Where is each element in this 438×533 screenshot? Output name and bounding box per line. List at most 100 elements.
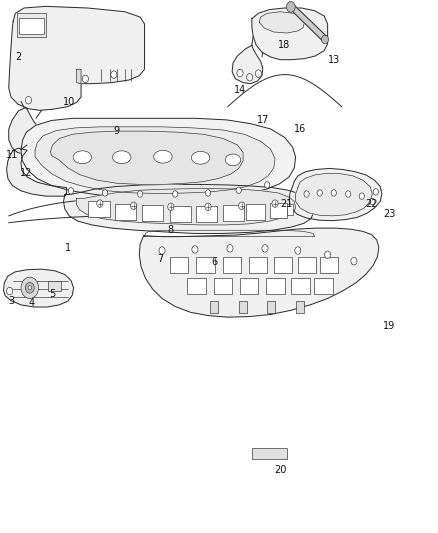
Text: 21: 21	[281, 199, 293, 208]
Polygon shape	[289, 168, 382, 221]
Circle shape	[21, 277, 39, 298]
Circle shape	[373, 189, 378, 195]
Circle shape	[227, 245, 233, 252]
Ellipse shape	[113, 151, 131, 164]
Polygon shape	[4, 269, 74, 307]
Bar	[88, 201, 110, 217]
Circle shape	[325, 251, 331, 259]
Bar	[287, 204, 293, 215]
Bar	[223, 257, 241, 273]
Bar	[267, 301, 275, 313]
Bar	[210, 301, 218, 313]
Circle shape	[173, 191, 178, 197]
Circle shape	[192, 246, 198, 253]
Polygon shape	[252, 8, 328, 60]
Bar	[170, 257, 188, 273]
Circle shape	[351, 257, 357, 265]
Polygon shape	[259, 12, 304, 33]
Text: 1: 1	[65, 243, 71, 253]
Bar	[19, 18, 44, 34]
Polygon shape	[9, 108, 39, 155]
Circle shape	[25, 96, 32, 104]
Text: 2: 2	[15, 52, 21, 62]
Circle shape	[25, 282, 34, 293]
Bar	[187, 278, 206, 294]
Bar	[291, 278, 310, 294]
Bar	[249, 257, 267, 273]
Text: 6: 6	[212, 257, 218, 267]
Polygon shape	[232, 45, 263, 84]
Text: 9: 9	[113, 126, 119, 135]
Bar	[196, 257, 215, 273]
Text: 4: 4	[28, 298, 35, 308]
Bar	[274, 257, 292, 273]
Circle shape	[262, 245, 268, 252]
Bar	[314, 278, 333, 294]
Bar	[270, 203, 287, 218]
Polygon shape	[296, 173, 372, 216]
Polygon shape	[35, 127, 275, 193]
Circle shape	[236, 187, 241, 193]
Polygon shape	[21, 118, 296, 198]
Circle shape	[111, 71, 117, 78]
Circle shape	[97, 200, 103, 207]
Circle shape	[265, 182, 270, 188]
Bar	[214, 278, 232, 294]
Circle shape	[304, 191, 309, 197]
Bar	[142, 205, 163, 221]
Bar	[115, 204, 136, 220]
Bar	[296, 301, 304, 313]
Bar	[170, 206, 191, 222]
Circle shape	[359, 193, 364, 199]
Bar	[252, 448, 287, 459]
Text: 11: 11	[6, 150, 18, 159]
Circle shape	[286, 2, 295, 12]
Circle shape	[272, 200, 278, 207]
Text: 20: 20	[274, 465, 286, 475]
Ellipse shape	[226, 154, 241, 166]
Circle shape	[321, 35, 328, 44]
Text: 7: 7	[157, 254, 163, 264]
Circle shape	[331, 190, 336, 196]
Bar	[266, 278, 285, 294]
Ellipse shape	[154, 150, 172, 163]
Circle shape	[138, 191, 143, 197]
Circle shape	[346, 191, 351, 197]
Polygon shape	[289, 5, 328, 42]
Circle shape	[247, 74, 253, 81]
Bar	[298, 257, 316, 273]
Circle shape	[168, 203, 174, 211]
Circle shape	[159, 247, 165, 254]
Circle shape	[7, 287, 13, 295]
Circle shape	[102, 190, 108, 196]
Circle shape	[82, 75, 88, 83]
Circle shape	[239, 202, 245, 209]
Bar	[320, 257, 338, 273]
Text: 16: 16	[294, 124, 306, 134]
Circle shape	[205, 190, 211, 196]
Text: 14: 14	[234, 85, 246, 94]
Circle shape	[68, 188, 74, 194]
Text: 19: 19	[383, 321, 395, 331]
Text: 10: 10	[63, 98, 75, 107]
Text: 8: 8	[168, 225, 174, 235]
Circle shape	[131, 202, 137, 209]
Circle shape	[370, 198, 375, 205]
Circle shape	[28, 286, 32, 290]
Text: 13: 13	[328, 55, 340, 64]
Bar	[17, 13, 46, 37]
Circle shape	[317, 190, 322, 196]
Polygon shape	[76, 189, 296, 225]
Text: 12: 12	[20, 168, 32, 178]
Text: 22: 22	[365, 199, 378, 208]
Text: 23: 23	[383, 209, 395, 219]
Bar	[239, 301, 247, 313]
Bar	[196, 206, 217, 222]
Circle shape	[237, 69, 243, 77]
Polygon shape	[50, 131, 243, 184]
Polygon shape	[139, 228, 379, 317]
Text: 5: 5	[49, 289, 56, 299]
Circle shape	[255, 70, 261, 77]
Bar	[223, 205, 244, 221]
Polygon shape	[77, 69, 81, 84]
